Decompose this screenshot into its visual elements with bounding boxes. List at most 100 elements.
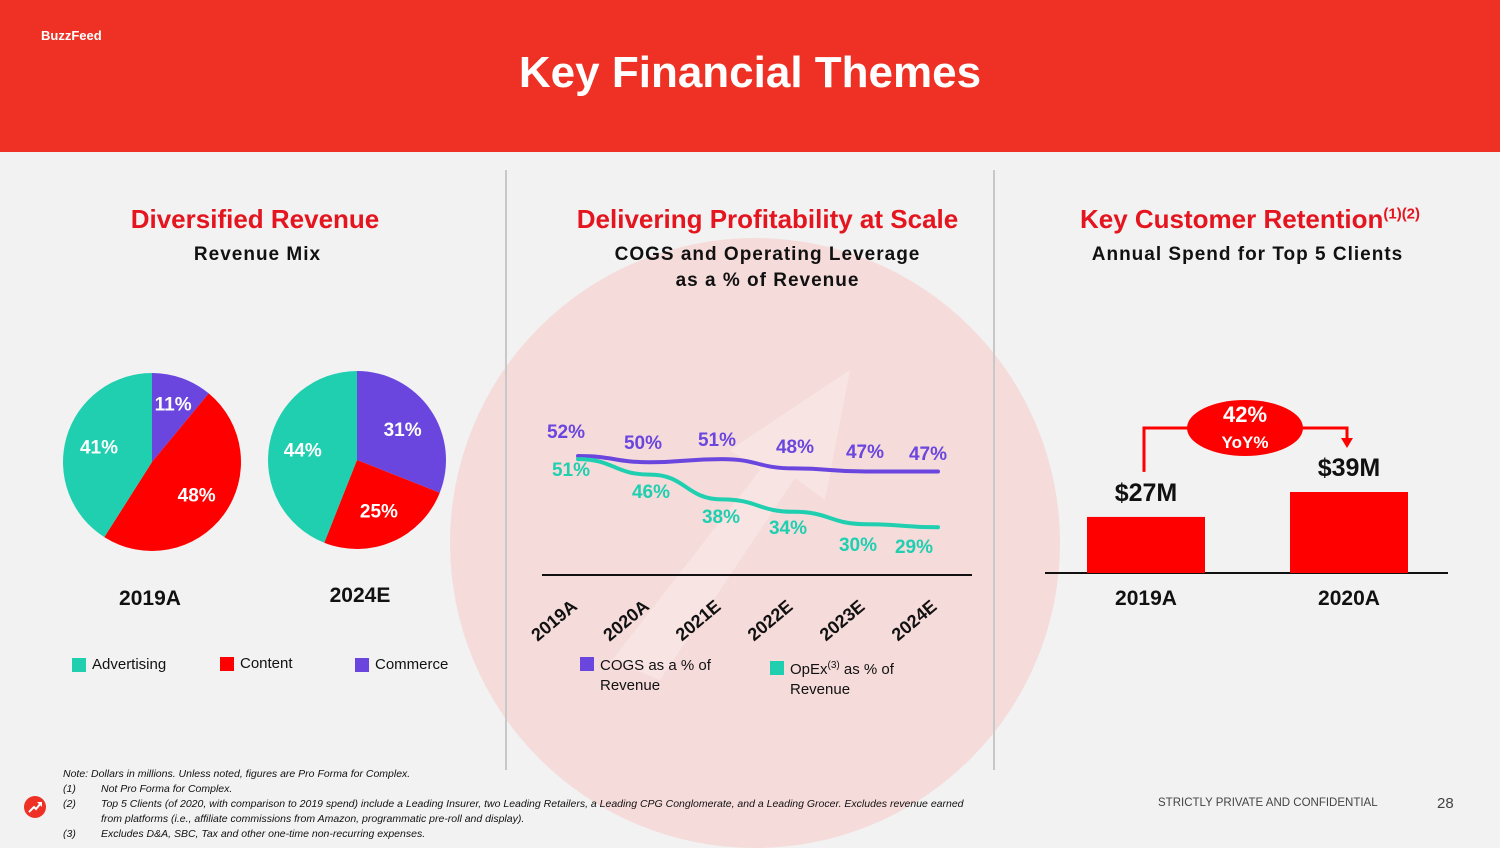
pie-value-label: 31% xyxy=(384,420,422,441)
cogs-data-label: 51% xyxy=(698,430,736,451)
footnote-2: Top 5 Clients (of 2020, with comparison … xyxy=(101,798,964,810)
revenue-subtitle: Revenue Mix xyxy=(193,244,322,265)
footnote-3: Excludes D&A, SBC, Tax and other one-tim… xyxy=(101,828,426,840)
footnote-1: Not Pro Forma for Complex. xyxy=(101,783,233,795)
bar-value-label: $39M xyxy=(1318,454,1381,482)
page-number: 28 xyxy=(1437,795,1454,812)
data-point xyxy=(864,522,868,526)
opex-data-label: 30% xyxy=(839,535,877,556)
cogs-data-label: 47% xyxy=(846,442,884,463)
footnote-number: (3) xyxy=(63,828,76,840)
bar-value-label: $27M xyxy=(1115,479,1178,507)
pie-value-label: 44% xyxy=(284,441,322,462)
x-tick-label: 2021E xyxy=(672,596,725,645)
footnote-number: (2) xyxy=(63,798,76,810)
opex-data-label: 38% xyxy=(702,507,740,528)
legend-label: Content xyxy=(240,655,293,672)
legend-swatch-commerce xyxy=(355,658,369,673)
footnotes: Note: Dollars in millions. Unless noted,… xyxy=(63,767,1153,842)
pie-title-2024e: 2024E xyxy=(330,584,391,607)
pie-slice-content xyxy=(104,393,241,551)
profitability-subtitle-line2: as a % of Revenue xyxy=(675,270,860,291)
data-point xyxy=(576,457,580,461)
section-divider xyxy=(993,170,995,770)
pie-value-label: 11% xyxy=(155,394,192,415)
opex-data-label: 34% xyxy=(769,518,807,539)
watermark-circle xyxy=(450,238,1060,848)
pie-value-label: 48% xyxy=(178,485,216,506)
legend-label: Commerce xyxy=(375,656,449,673)
legend-swatch-advertising xyxy=(72,658,86,673)
pie-slice-advertising xyxy=(62,373,153,538)
series-line-cogs xyxy=(576,454,940,474)
opex-data-label: 46% xyxy=(632,482,670,503)
legend-item-content: Content xyxy=(220,655,293,672)
legend-label: Revenue xyxy=(790,681,851,698)
x-tick-label: 2022E xyxy=(744,596,797,645)
data-point xyxy=(720,457,724,461)
cogs-data-label: 48% xyxy=(776,437,814,458)
retention-title-text: Key Customer Retention xyxy=(1079,204,1384,234)
legend-item-cogs: COGS as a % of Revenue xyxy=(580,656,711,696)
profitability-title: Delivering Profitability at Scale xyxy=(576,204,959,234)
series-line-opex xyxy=(576,457,940,530)
x-tick-label: 2024E xyxy=(888,596,941,645)
revenue-pie-charts: 11% 48% 41% 31% 25% 44% 2019A 2024E xyxy=(62,371,447,610)
bar-2020a xyxy=(1290,492,1408,573)
retention-subtitle: Annual Spend for Top 5 Clients xyxy=(1091,244,1404,265)
pie-slice-commerce xyxy=(357,371,447,493)
cogs-data-label: 52% xyxy=(547,422,585,443)
data-point xyxy=(864,470,868,473)
profitability-subtitle-line1: COGS and Operating Leverage xyxy=(614,244,921,265)
yoy-badge xyxy=(1187,400,1303,456)
yoy-badge-value: 42% xyxy=(1223,402,1267,427)
legend-label: OpEx xyxy=(790,661,828,678)
trend-arrow-icon xyxy=(28,802,42,813)
legend-label: COGS as a % of xyxy=(600,657,711,674)
cogs-data-label: 47% xyxy=(909,444,947,465)
revenue-title: Diversified Revenue xyxy=(130,204,380,234)
legend-swatch-cogs xyxy=(580,657,594,671)
x-tick-label: 2019A xyxy=(527,596,580,645)
bar-2019a xyxy=(1087,516,1205,573)
confidential-label: STRICTLY PRIVATE AND CONFIDENTIAL xyxy=(1158,797,1378,809)
x-tick-label: 2020A xyxy=(599,596,652,645)
profitability-line-chart: 52% 50% 51% 48% 47% 47% 51% 46% 38% 34% 30% 29% 2019… xyxy=(527,422,972,645)
opex-data-label: 51% xyxy=(552,460,590,481)
legend-item-commerce: Commerce xyxy=(355,656,448,673)
data-point xyxy=(936,470,940,473)
legend-footnote-ref: (3) xyxy=(827,660,840,671)
retention-bar-chart: $27M 2019A $39M 2020A 42% YoY% xyxy=(1045,400,1448,610)
page-title: Key Financial Themes xyxy=(518,48,982,97)
x-tick-label: 2020A xyxy=(1318,587,1380,610)
x-tick-label: 2019A xyxy=(1115,587,1177,610)
pie-chart-2019a: 11% 48% 41% xyxy=(62,373,241,551)
legend-label: Revenue xyxy=(600,677,661,694)
arrow-down-icon xyxy=(1341,438,1353,448)
buzzfeed-trend-icon xyxy=(24,796,46,818)
cogs-data-label: 50% xyxy=(624,433,662,454)
legend-label: Advertising xyxy=(92,656,167,673)
yoy-badge-label: YoY% xyxy=(1222,433,1269,452)
data-point xyxy=(792,466,796,470)
footnote-note: Note: Dollars in millions. Unless noted,… xyxy=(63,768,411,780)
legend-swatch-opex xyxy=(770,661,784,675)
retention-title-footnote: (1)(2) xyxy=(1383,205,1421,223)
opex-data-label: 29% xyxy=(895,537,933,558)
legend-item-advertising: Advertising xyxy=(72,656,166,673)
section-divider xyxy=(505,170,507,770)
pie-slice-content xyxy=(324,460,440,549)
header-bar: BuzzFeed Key Financial Themes xyxy=(0,0,1500,152)
footnote-number: (1) xyxy=(63,783,76,795)
data-point xyxy=(648,460,652,464)
pie-value-label: 41% xyxy=(80,438,118,459)
pie-title-2019a: 2019A xyxy=(119,587,181,610)
pie-chart-2024e: 31% 25% 44% xyxy=(268,371,447,549)
x-tick-label: 2023E xyxy=(816,596,869,645)
legend-item-opex: OpEx(3) as % of Revenue xyxy=(770,656,894,700)
legend-swatch-content xyxy=(220,657,234,672)
retention-title: Key Customer Retention(1)(2) xyxy=(1040,204,1460,235)
data-point xyxy=(792,510,796,514)
brand-logo: BuzzFeed xyxy=(41,28,102,43)
data-point xyxy=(648,473,652,477)
